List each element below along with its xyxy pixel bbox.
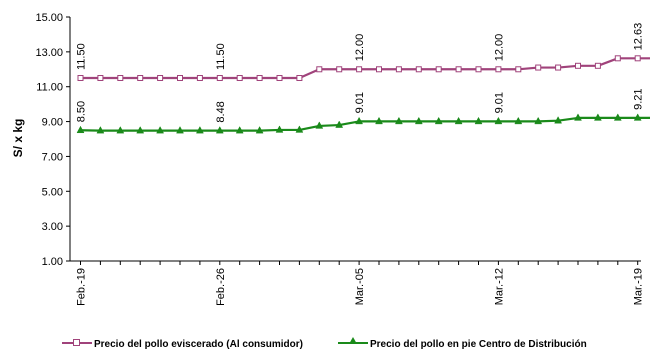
data-point — [158, 76, 163, 81]
x-tick-label: Feb.-26 — [215, 268, 227, 306]
data-label: 12.00 — [354, 34, 366, 62]
y-tick-label: 5.00 — [42, 186, 63, 198]
data-point — [496, 67, 501, 72]
data-point — [197, 76, 202, 81]
legend-marker-square — [73, 339, 80, 346]
data-label: 8.48 — [215, 101, 227, 122]
data-point — [456, 67, 461, 72]
x-tick-label: Mar.-12 — [493, 268, 505, 305]
legend: Precio del pollo eviscerado (Al consumid… — [0, 330, 650, 349]
data-point — [178, 76, 183, 81]
data-point — [436, 67, 441, 72]
data-point — [237, 76, 242, 81]
x-tick-label: Mar.-19 — [633, 268, 645, 305]
series-line — [81, 118, 650, 131]
data-point — [595, 63, 600, 68]
data-point — [317, 67, 322, 72]
data-point — [297, 76, 302, 81]
data-point — [78, 76, 83, 81]
y-tick-label: 15.00 — [35, 12, 63, 24]
data-point — [556, 65, 561, 70]
y-axis-label: S/ x kg — [11, 119, 25, 158]
y-tick-label: 9.00 — [42, 117, 63, 129]
data-point — [257, 76, 262, 81]
data-point — [416, 67, 421, 72]
data-label: 12.00 — [493, 34, 505, 62]
x-tick-label: Mar.-05 — [354, 268, 366, 305]
data-point — [396, 67, 401, 72]
y-tick-label: 3.00 — [42, 221, 63, 233]
data-label: 12.63 — [633, 23, 645, 51]
plot-area: 11.50 11.50 12.00 12.00 12.63 8.50 8.48 9.01 9.0… — [76, 23, 650, 133]
legend-label-eviscerado: Precio del pollo eviscerado (Al consumid… — [94, 339, 303, 350]
x-axis: Feb.-19 Feb.-26 Mar.-05 Mar.-12 Mar.-19 — [70, 261, 650, 306]
data-point — [635, 56, 640, 61]
x-tick-label: Feb.-19 — [76, 268, 88, 306]
data-point — [516, 67, 521, 72]
data-point — [118, 76, 123, 81]
legend-marker-triangle — [349, 337, 357, 344]
y-tick-label: 7.00 — [42, 151, 63, 163]
data-label: 9.01 — [354, 92, 366, 113]
data-point — [576, 63, 581, 68]
data-point — [357, 67, 362, 72]
series-eviscerado: 11.50 11.50 12.00 12.00 12.63 — [76, 23, 650, 81]
data-point — [277, 76, 282, 81]
data-point — [615, 56, 620, 61]
data-point — [476, 67, 481, 72]
data-label: 11.50 — [76, 43, 88, 70]
y-axis: 1.00 3.00 5.00 7.00 9.00 11.00 13.00 15.00 — [35, 12, 70, 268]
data-label: 11.50 — [215, 43, 227, 70]
data-point — [138, 76, 143, 81]
data-point — [98, 76, 103, 81]
y-tick-label: 11.00 — [36, 82, 63, 94]
legend-label-en-pie: Precio del pollo en pie Centro de Distri… — [370, 339, 587, 350]
data-point — [217, 76, 222, 81]
line-chart: 11.50 11.50 12.00 12.00 12.63 8.50 8.48 9.01 9.0… — [0, 0, 650, 330]
data-point — [377, 67, 382, 72]
data-label: 8.50 — [76, 101, 88, 122]
y-tick-label: 13.00 — [35, 47, 63, 59]
data-point — [536, 65, 541, 70]
data-label: 9.21 — [633, 88, 645, 109]
data-point — [337, 67, 342, 72]
data-label: 9.01 — [493, 92, 505, 113]
series-en-pie: 8.50 8.48 9.01 9.01 9.21 — [76, 88, 650, 133]
y-tick-label: 1.00 — [42, 256, 63, 268]
